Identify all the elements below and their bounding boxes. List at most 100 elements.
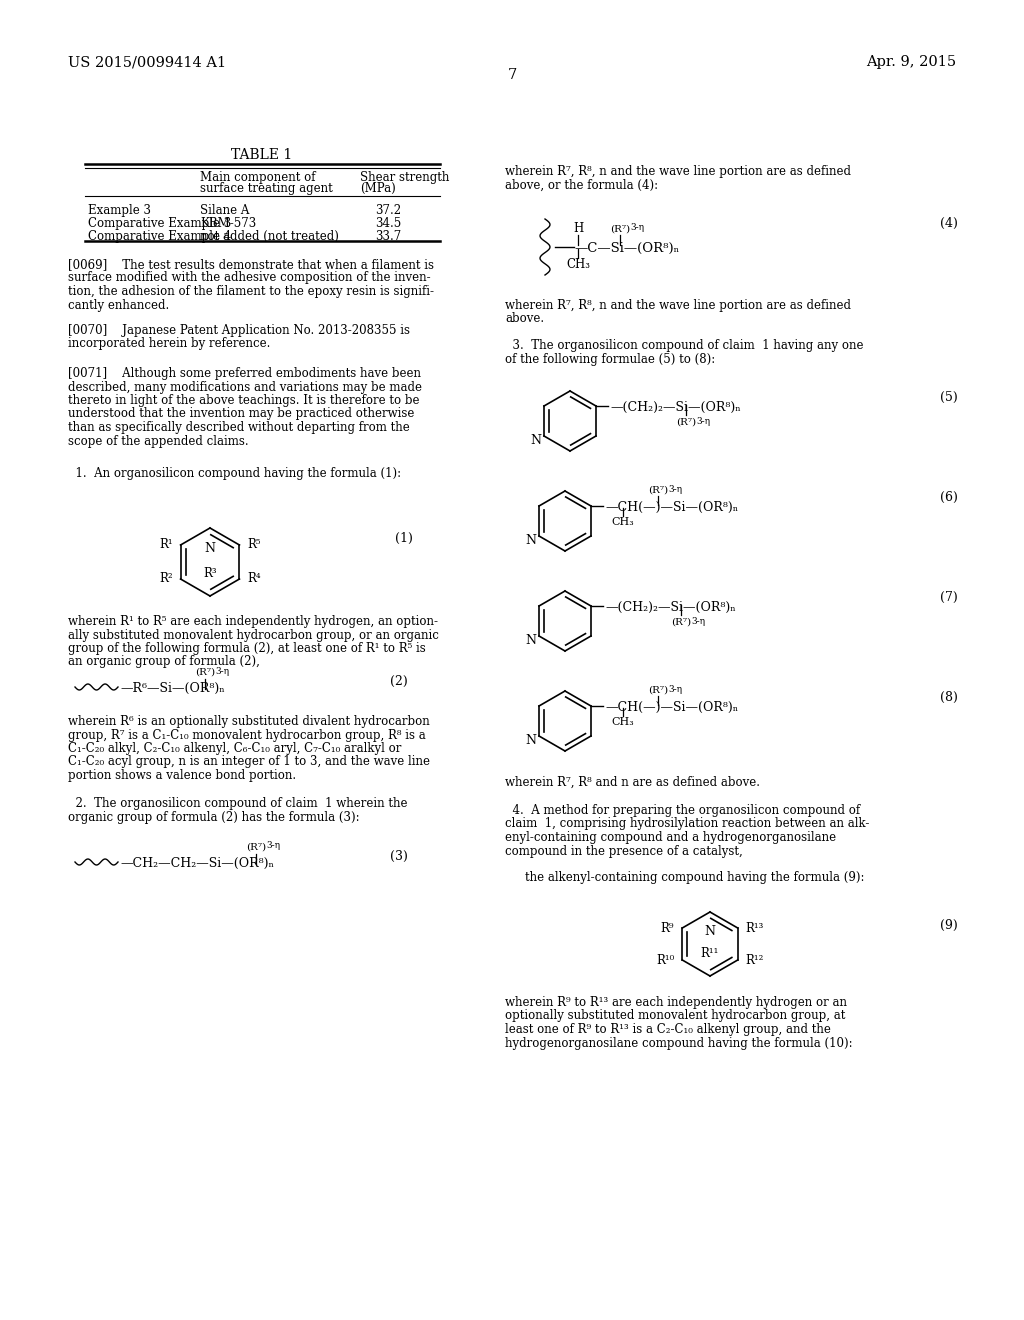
Text: (R⁷): (R⁷) [648,486,668,495]
Text: R¹²: R¹² [745,953,764,966]
Text: 3-η: 3-η [266,842,281,850]
Text: (R⁷): (R⁷) [676,417,696,426]
Text: [0071]    Although some preferred embodiments have been: [0071] Although some preferred embodimen… [68,367,421,380]
Text: R¹: R¹ [159,539,173,552]
Text: Apr. 9, 2015: Apr. 9, 2015 [866,55,956,69]
Text: incorporated herein by reference.: incorporated herein by reference. [68,338,270,351]
Text: wherein R⁷, R⁸, n and the wave line portion are as defined: wherein R⁷, R⁸, n and the wave line port… [505,300,851,312]
Text: R¹¹: R¹¹ [700,946,719,960]
Text: (R⁷): (R⁷) [671,618,691,627]
Text: 3-η: 3-η [630,223,644,232]
Text: R⁹: R⁹ [660,921,674,935]
Text: CH₃: CH₃ [611,717,634,727]
Text: compound in the presence of a catalyst,: compound in the presence of a catalyst, [505,845,742,858]
Text: (3): (3) [390,850,408,863]
Text: N: N [525,734,536,747]
Text: (4): (4) [940,216,957,230]
Text: C₁-C₂₀ alkyl, C₂-C₁₀ alkenyl, C₆-C₁₀ aryl, C₇-C₁₀ aralkyl or: C₁-C₂₀ alkyl, C₂-C₁₀ alkenyl, C₆-C₁₀ ary… [68,742,401,755]
Text: not added (not treated): not added (not treated) [200,230,339,243]
Text: hydrogenorganosilane compound having the formula (10):: hydrogenorganosilane compound having the… [505,1036,853,1049]
Text: R¹⁰: R¹⁰ [656,953,674,966]
Text: H: H [572,223,583,235]
Text: surface treating agent: surface treating agent [200,182,333,195]
Text: —C—Si—(OR⁸)ₙ: —C—Si—(OR⁸)ₙ [574,242,679,255]
Text: organic group of formula (2) has the formula (3):: organic group of formula (2) has the for… [68,810,359,824]
Text: C₁-C₂₀ acyl group, n is an integer of 1 to 3, and the wave line: C₁-C₂₀ acyl group, n is an integer of 1 … [68,755,430,768]
Text: TABLE 1: TABLE 1 [231,148,293,162]
Text: of the following formulae (5) to (8):: of the following formulae (5) to (8): [505,352,715,366]
Text: ally substituted monovalent hydrocarbon group, or an organic: ally substituted monovalent hydrocarbon … [68,628,439,642]
Text: R²: R² [159,573,173,586]
Text: wherein R⁹ to R¹³ are each independently hydrogen or an: wherein R⁹ to R¹³ are each independently… [505,997,847,1008]
Text: US 2015/0099414 A1: US 2015/0099414 A1 [68,55,226,69]
Text: wherein R⁷, R⁸ and n are as defined above.: wherein R⁷, R⁸ and n are as defined abov… [505,776,760,789]
Text: Comparative Example 4: Comparative Example 4 [88,230,231,243]
Text: R⁴: R⁴ [248,573,261,586]
Text: 4.  A method for preparing the organosilicon compound of: 4. A method for preparing the organosili… [505,804,860,817]
Text: 34.5: 34.5 [375,216,401,230]
Text: (7): (7) [940,591,957,605]
Text: R³: R³ [203,568,217,579]
Text: enyl-containing compound and a hydrogenorganosilane: enyl-containing compound and a hydrogeno… [505,832,837,843]
Text: 3.  The organosilicon compound of claim  1 having any one: 3. The organosilicon compound of claim 1… [505,339,863,352]
Text: 37.2: 37.2 [375,205,401,216]
Text: (5): (5) [940,391,957,404]
Text: portion shows a valence bond portion.: portion shows a valence bond portion. [68,770,296,781]
Text: —CH(—)—Si—(OR⁸)ₙ: —CH(—)—Si—(OR⁸)ₙ [605,500,738,513]
Text: (2): (2) [390,675,408,688]
Text: —CH(—)—Si—(OR⁸)ₙ: —CH(—)—Si—(OR⁸)ₙ [605,701,738,714]
Text: wherein R⁶ is an optionally substituted divalent hydrocarbon: wherein R⁶ is an optionally substituted … [68,715,430,729]
Text: claim  1, comprising hydrosilylation reaction between an alk-: claim 1, comprising hydrosilylation reac… [505,817,869,830]
Text: N: N [205,543,215,554]
Text: CH₃: CH₃ [566,257,590,271]
Text: (R⁷): (R⁷) [246,842,266,851]
Text: R¹³: R¹³ [745,921,764,935]
Text: group of the following formula (2), at least one of R¹ to R⁵ is: group of the following formula (2), at l… [68,642,426,655]
Text: 2.  The organosilicon compound of claim  1 wherein the: 2. The organosilicon compound of claim 1… [68,797,408,810]
Text: scope of the appended claims.: scope of the appended claims. [68,434,249,447]
Text: —(CH₂)₂—Si—(OR⁸)ₙ: —(CH₂)₂—Si—(OR⁸)ₙ [605,601,735,614]
Text: 3-η: 3-η [668,685,682,693]
Text: CH₃: CH₃ [611,517,634,527]
Text: (9): (9) [940,919,957,932]
Text: N: N [525,535,536,548]
Text: above, or the formula (4):: above, or the formula (4): [505,178,658,191]
Text: [0070]    Japanese Patent Application No. 2013-208355 is: [0070] Japanese Patent Application No. 2… [68,323,410,337]
Text: an organic group of formula (2),: an organic group of formula (2), [68,656,260,668]
Text: KBM-573: KBM-573 [200,216,256,230]
Text: (R⁷): (R⁷) [610,224,630,234]
Text: 3-η: 3-η [696,417,710,425]
Text: R⁵: R⁵ [248,539,261,552]
Text: optionally substituted monovalent hydrocarbon group, at: optionally substituted monovalent hydroc… [505,1010,846,1023]
Text: (R⁷): (R⁷) [195,668,215,676]
Text: 3-η: 3-η [691,616,706,626]
Text: N: N [529,434,541,447]
Text: the alkenyl-containing compound having the formula (9):: the alkenyl-containing compound having t… [525,871,864,884]
Text: N: N [525,635,536,648]
Text: [0069]    The test results demonstrate that when a filament is: [0069] The test results demonstrate that… [68,257,434,271]
Text: thereto in light of the above teachings. It is therefore to be: thereto in light of the above teachings.… [68,393,420,407]
Text: N: N [705,925,716,939]
Text: above.: above. [505,313,544,326]
Text: (R⁷): (R⁷) [648,685,668,694]
Text: cantly enhanced.: cantly enhanced. [68,298,169,312]
Text: least one of R⁹ to R¹³ is a C₂-C₁₀ alkenyl group, and the: least one of R⁹ to R¹³ is a C₂-C₁₀ alken… [505,1023,830,1036]
Text: (MPa): (MPa) [360,182,395,195]
Text: Comparative Example 3: Comparative Example 3 [88,216,231,230]
Text: described, many modifications and variations may be made: described, many modifications and variat… [68,380,422,393]
Text: 33.7: 33.7 [375,230,401,243]
Text: surface modified with the adhesive composition of the inven-: surface modified with the adhesive compo… [68,272,431,285]
Text: —(CH₂)₂—Si—(OR⁸)ₙ: —(CH₂)₂—Si—(OR⁸)ₙ [610,400,740,413]
Text: 1.  An organosilicon compound having the formula (1):: 1. An organosilicon compound having the … [68,467,401,480]
Text: 3-η: 3-η [668,484,682,494]
Text: —R⁶—Si—(OR⁸)ₙ: —R⁶—Si—(OR⁸)ₙ [120,681,224,694]
Text: 7: 7 [507,69,517,82]
Text: wherein R¹ to R⁵ are each independently hydrogen, an option-: wherein R¹ to R⁵ are each independently … [68,615,438,628]
Text: —CH₂—CH₂—Si—(OR⁸)ₙ: —CH₂—CH₂—Si—(OR⁸)ₙ [120,857,274,870]
Text: Silane A: Silane A [200,205,250,216]
Text: wherein R⁷, R⁸, n and the wave line portion are as defined: wherein R⁷, R⁸, n and the wave line port… [505,165,851,178]
Text: (8): (8) [940,690,957,704]
Text: than as specifically described without departing from the: than as specifically described without d… [68,421,410,434]
Text: Main component of: Main component of [200,172,315,183]
Text: tion, the adhesion of the filament to the epoxy resin is signifi-: tion, the adhesion of the filament to th… [68,285,434,298]
